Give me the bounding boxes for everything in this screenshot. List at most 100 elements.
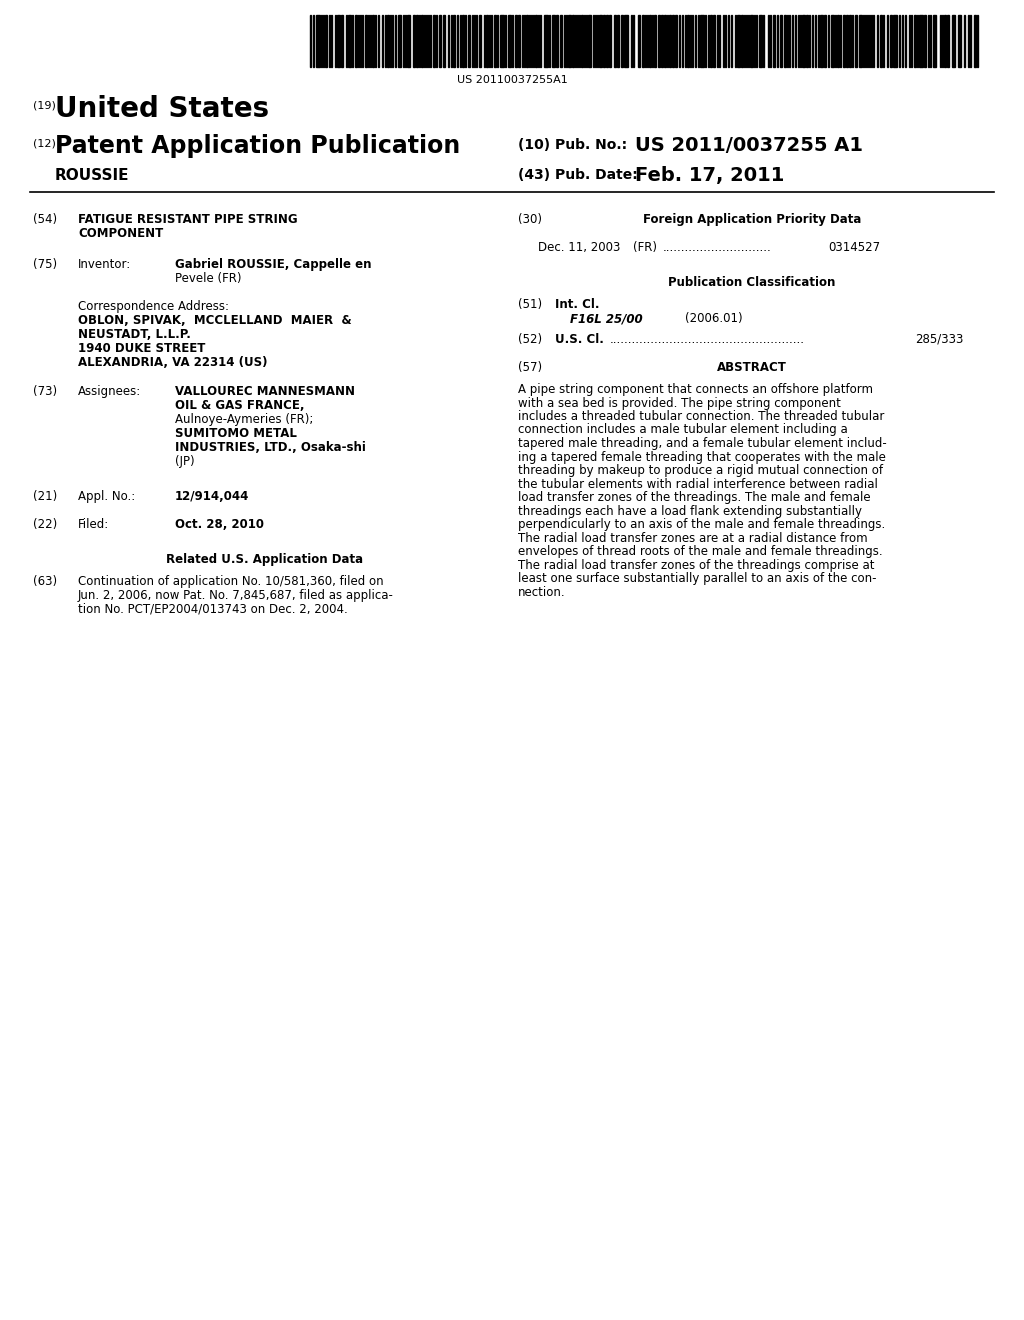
- Bar: [741, 15, 743, 67]
- Text: Foreign Application Priority Data: Foreign Application Priority Data: [643, 213, 861, 226]
- Bar: [806, 15, 808, 67]
- Bar: [468, 15, 470, 67]
- Bar: [649, 15, 651, 67]
- Bar: [654, 15, 656, 67]
- Bar: [486, 15, 488, 67]
- Text: Patent Application Publication: Patent Application Publication: [55, 135, 460, 158]
- Text: F16L 25/00: F16L 25/00: [570, 312, 643, 325]
- Text: OIL & GAS FRANCE,: OIL & GAS FRANCE,: [175, 399, 304, 412]
- Text: Dec. 11, 2003: Dec. 11, 2003: [538, 242, 621, 253]
- Text: ing a tapered female threading that cooperates with the male: ing a tapered female threading that coop…: [518, 450, 886, 463]
- Bar: [599, 15, 602, 67]
- Bar: [433, 15, 435, 67]
- Text: VALLOUREC MANNESMANN: VALLOUREC MANNESMANN: [175, 385, 355, 399]
- Text: Inventor:: Inventor:: [78, 257, 131, 271]
- Text: Correspondence Address:: Correspondence Address:: [78, 300, 229, 313]
- Text: envelopes of thread roots of the male and female threadings.: envelopes of thread roots of the male an…: [518, 545, 883, 558]
- Bar: [974, 15, 976, 67]
- Bar: [421, 15, 423, 67]
- Bar: [784, 15, 786, 67]
- Bar: [662, 15, 663, 67]
- Text: Feb. 17, 2011: Feb. 17, 2011: [635, 166, 784, 185]
- Bar: [687, 15, 689, 67]
- Bar: [407, 15, 410, 67]
- Text: The radial load transfer zones of the threadings comprise at: The radial load transfer zones of the th…: [518, 558, 874, 572]
- Bar: [588, 15, 591, 67]
- Text: perpendicularly to an axis of the male and female threadings.: perpendicularly to an axis of the male a…: [518, 517, 886, 531]
- Bar: [672, 15, 674, 67]
- Text: Related U.S. Application Data: Related U.S. Application Data: [167, 553, 364, 566]
- Text: (19): (19): [33, 100, 56, 110]
- Text: FATIGUE RESISTANT PIPE STRING: FATIGUE RESISTANT PIPE STRING: [78, 213, 298, 226]
- Bar: [773, 15, 775, 67]
- Bar: [614, 15, 616, 67]
- Bar: [893, 15, 897, 67]
- Text: (73): (73): [33, 385, 57, 399]
- Bar: [544, 15, 548, 67]
- Text: ROUSSIE: ROUSSIE: [55, 168, 129, 183]
- Text: (12): (12): [33, 139, 56, 148]
- Text: ABSTRACT: ABSTRACT: [717, 360, 786, 374]
- Bar: [316, 15, 319, 67]
- Bar: [859, 15, 862, 67]
- Text: (57): (57): [518, 360, 542, 374]
- Text: (52): (52): [518, 333, 542, 346]
- Bar: [416, 15, 418, 67]
- Bar: [453, 15, 455, 67]
- Text: threading by makeup to produce a rigid mutual connection of: threading by makeup to produce a rigid m…: [518, 465, 883, 477]
- Bar: [387, 15, 389, 67]
- Text: least one surface substantially parallel to an axis of the con-: least one surface substantially parallel…: [518, 572, 877, 585]
- Text: NEUSTADT, L.L.P.: NEUSTADT, L.L.P.: [78, 327, 190, 341]
- Bar: [500, 15, 504, 67]
- Bar: [914, 15, 916, 67]
- Text: SUMITOMO METAL: SUMITOMO METAL: [175, 426, 297, 440]
- Text: ....................................................: ........................................…: [610, 333, 805, 346]
- Text: .............................: .............................: [663, 242, 772, 253]
- Text: tapered male threading, and a female tubular element includ-: tapered male threading, and a female tub…: [518, 437, 887, 450]
- Bar: [552, 15, 555, 67]
- Text: The radial load transfer zones are at a radial distance from: The radial load transfer zones are at a …: [518, 532, 867, 544]
- Text: OBLON, SPIVAK,  MCCLELLAND  MAIER  &: OBLON, SPIVAK, MCCLELLAND MAIER &: [78, 314, 351, 327]
- Bar: [919, 15, 923, 67]
- Text: (30): (30): [518, 213, 542, 226]
- Text: 285/333: 285/333: [914, 333, 963, 346]
- Text: 1940 DUKE STREET: 1940 DUKE STREET: [78, 342, 206, 355]
- Text: COMPONENT: COMPONENT: [78, 227, 163, 240]
- Bar: [398, 15, 401, 67]
- Bar: [780, 15, 782, 67]
- Text: INDUSTRIES, LTD., Osaka-shi: INDUSTRIES, LTD., Osaka-shi: [175, 441, 366, 454]
- Bar: [890, 15, 892, 67]
- Bar: [713, 15, 715, 67]
- Bar: [518, 15, 520, 67]
- Text: 12/914,044: 12/914,044: [175, 490, 250, 503]
- Bar: [843, 15, 845, 67]
- Text: A pipe string component that connects an offshore platform: A pipe string component that connects an…: [518, 383, 873, 396]
- Text: Continuation of application No. 10/581,360, filed on: Continuation of application No. 10/581,3…: [78, 576, 384, 587]
- Bar: [581, 15, 583, 67]
- Text: (75): (75): [33, 257, 57, 271]
- Bar: [355, 15, 357, 67]
- Text: (10) Pub. No.:: (10) Pub. No.:: [518, 139, 627, 152]
- Text: the tubular elements with radial interference between radial: the tubular elements with radial interfe…: [518, 478, 878, 491]
- Bar: [737, 15, 740, 67]
- Text: (JP): (JP): [175, 455, 195, 469]
- Bar: [479, 15, 481, 67]
- Bar: [759, 15, 762, 67]
- Bar: [837, 15, 839, 67]
- Text: (51): (51): [518, 298, 542, 312]
- Bar: [560, 15, 562, 67]
- Text: (22): (22): [33, 517, 57, 531]
- Bar: [958, 15, 961, 67]
- Bar: [664, 15, 666, 67]
- Text: 0314527: 0314527: [828, 242, 880, 253]
- Bar: [325, 15, 327, 67]
- Bar: [603, 15, 605, 67]
- Text: includes a threaded tubular connection. The threaded tubular: includes a threaded tubular connection. …: [518, 411, 885, 422]
- Bar: [535, 15, 537, 67]
- Text: US 20110037255A1: US 20110037255A1: [457, 75, 567, 84]
- Text: (FR): (FR): [633, 242, 657, 253]
- Text: load transfer zones of the threadings. The male and female: load transfer zones of the threadings. T…: [518, 491, 870, 504]
- Bar: [669, 15, 671, 67]
- Bar: [413, 15, 415, 67]
- Bar: [372, 15, 374, 67]
